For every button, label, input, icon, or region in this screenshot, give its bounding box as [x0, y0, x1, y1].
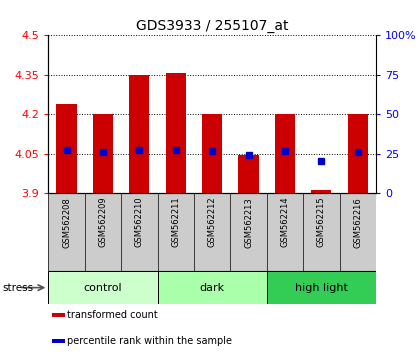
Bar [165, 74, 186, 193]
Text: GSM562214: GSM562214 [281, 197, 289, 247]
Bar [57, 104, 76, 193]
Bar [311, 190, 331, 193]
Bar [239, 155, 259, 193]
Text: GSM562215: GSM562215 [317, 197, 326, 247]
Bar [267, 271, 376, 304]
Title: GDS3933 / 255107_at: GDS3933 / 255107_at [136, 19, 289, 33]
Bar [275, 114, 295, 193]
Text: high light: high light [295, 282, 348, 293]
Text: GSM562210: GSM562210 [135, 197, 144, 247]
Text: GSM562212: GSM562212 [207, 197, 217, 247]
Bar [202, 114, 222, 193]
Bar [48, 271, 158, 304]
Text: GSM562213: GSM562213 [244, 197, 253, 247]
Text: transformed count: transformed count [67, 310, 158, 320]
Text: dark: dark [200, 282, 225, 293]
Bar [129, 75, 150, 193]
Text: GSM562209: GSM562209 [98, 197, 108, 247]
Bar [348, 114, 368, 193]
Text: stress: stress [2, 282, 33, 293]
Bar [158, 271, 267, 304]
Bar [52, 313, 65, 317]
Text: GSM562211: GSM562211 [171, 197, 180, 247]
Bar [93, 114, 113, 193]
Text: GSM562216: GSM562216 [353, 197, 362, 247]
Text: percentile rank within the sample: percentile rank within the sample [67, 336, 232, 346]
Text: GSM562208: GSM562208 [62, 197, 71, 247]
Bar [52, 339, 65, 343]
Text: control: control [84, 282, 122, 293]
